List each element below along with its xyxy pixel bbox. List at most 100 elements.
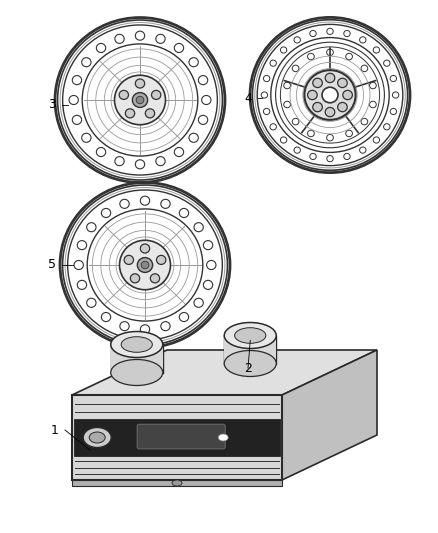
Ellipse shape [344, 30, 350, 37]
Ellipse shape [135, 31, 145, 40]
Ellipse shape [152, 91, 161, 100]
Ellipse shape [343, 91, 353, 100]
Ellipse shape [140, 325, 150, 334]
Polygon shape [72, 350, 377, 395]
Ellipse shape [224, 351, 276, 376]
Ellipse shape [344, 154, 350, 159]
Ellipse shape [307, 91, 317, 100]
Ellipse shape [307, 130, 314, 136]
Ellipse shape [327, 28, 333, 35]
Ellipse shape [346, 53, 353, 60]
Ellipse shape [72, 76, 81, 85]
Ellipse shape [114, 75, 166, 125]
Ellipse shape [132, 93, 148, 108]
Ellipse shape [179, 312, 189, 321]
Ellipse shape [325, 108, 335, 117]
Polygon shape [72, 480, 282, 486]
Ellipse shape [189, 58, 198, 67]
Ellipse shape [370, 82, 376, 89]
Ellipse shape [198, 115, 208, 124]
Ellipse shape [150, 274, 160, 283]
Ellipse shape [174, 43, 184, 53]
Ellipse shape [392, 92, 399, 98]
Ellipse shape [280, 137, 287, 143]
Ellipse shape [87, 223, 96, 232]
Ellipse shape [390, 108, 396, 115]
Ellipse shape [77, 280, 87, 289]
Ellipse shape [390, 76, 396, 82]
Ellipse shape [136, 96, 144, 104]
Ellipse shape [270, 124, 276, 130]
Ellipse shape [74, 261, 83, 270]
Ellipse shape [131, 274, 140, 283]
Polygon shape [282, 350, 377, 480]
Ellipse shape [119, 91, 128, 100]
Ellipse shape [156, 255, 166, 264]
Ellipse shape [310, 30, 316, 37]
Ellipse shape [292, 118, 299, 125]
Ellipse shape [194, 223, 203, 232]
Ellipse shape [101, 208, 111, 217]
Ellipse shape [310, 154, 316, 159]
Ellipse shape [263, 76, 270, 82]
Ellipse shape [373, 47, 380, 53]
Ellipse shape [174, 148, 184, 157]
Ellipse shape [218, 434, 228, 441]
Polygon shape [111, 344, 163, 373]
Ellipse shape [96, 148, 106, 157]
Ellipse shape [338, 78, 347, 87]
Ellipse shape [373, 137, 380, 143]
Ellipse shape [101, 312, 111, 321]
Ellipse shape [179, 208, 189, 217]
Ellipse shape [89, 432, 105, 443]
Ellipse shape [140, 196, 150, 205]
Ellipse shape [327, 156, 333, 161]
Ellipse shape [338, 102, 347, 112]
Ellipse shape [327, 49, 333, 55]
Ellipse shape [124, 255, 134, 264]
Ellipse shape [87, 298, 96, 308]
Ellipse shape [120, 321, 129, 330]
Ellipse shape [313, 102, 322, 112]
Ellipse shape [135, 160, 145, 169]
Polygon shape [72, 395, 282, 480]
Ellipse shape [172, 480, 182, 486]
Ellipse shape [235, 328, 266, 343]
Ellipse shape [125, 109, 134, 118]
Ellipse shape [284, 82, 290, 89]
Ellipse shape [111, 332, 163, 358]
Ellipse shape [161, 321, 170, 330]
Text: 4: 4 [244, 92, 252, 104]
Polygon shape [224, 335, 276, 364]
Ellipse shape [145, 109, 155, 118]
Ellipse shape [270, 60, 276, 66]
Ellipse shape [96, 43, 106, 53]
Ellipse shape [198, 76, 208, 85]
Ellipse shape [361, 118, 368, 125]
Ellipse shape [346, 130, 353, 136]
Ellipse shape [82, 133, 91, 142]
Ellipse shape [83, 427, 111, 448]
Ellipse shape [82, 58, 91, 67]
Ellipse shape [384, 60, 390, 66]
Ellipse shape [141, 261, 149, 269]
Ellipse shape [261, 92, 268, 98]
Text: 5: 5 [48, 259, 56, 271]
Text: 2: 2 [244, 361, 252, 375]
Ellipse shape [325, 73, 335, 83]
Ellipse shape [194, 298, 203, 308]
FancyBboxPatch shape [137, 424, 225, 449]
Ellipse shape [327, 134, 333, 141]
Ellipse shape [140, 244, 150, 253]
Ellipse shape [189, 133, 198, 142]
Ellipse shape [384, 124, 390, 130]
Ellipse shape [156, 157, 165, 166]
Ellipse shape [135, 79, 145, 88]
Ellipse shape [111, 359, 163, 385]
Ellipse shape [156, 34, 165, 43]
Ellipse shape [313, 78, 322, 87]
Text: 1: 1 [51, 424, 59, 437]
Ellipse shape [72, 115, 81, 124]
Ellipse shape [284, 101, 290, 108]
Ellipse shape [280, 47, 287, 53]
